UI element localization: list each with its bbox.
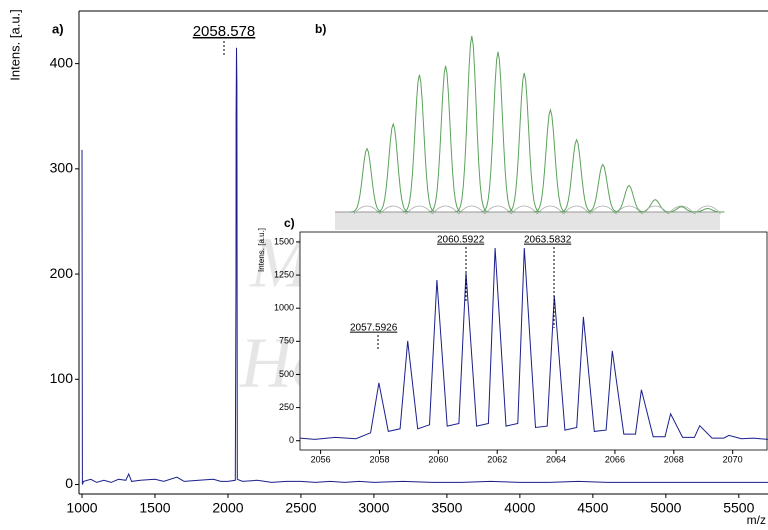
isotope-peak bbox=[533, 107, 568, 213]
spectrum-line bbox=[81, 47, 768, 485]
peak-shadow bbox=[694, 205, 721, 215]
x-tick-label: 1500 bbox=[139, 500, 170, 516]
x-tick-label: 2070 bbox=[723, 454, 743, 464]
y-tick-label: 1250 bbox=[274, 269, 294, 279]
x-tick-label: 2064 bbox=[546, 454, 566, 464]
isotope-peak bbox=[376, 122, 411, 213]
isotope-peak bbox=[481, 51, 515, 213]
y-tick-label: 300 bbox=[50, 160, 74, 176]
isotope-peak bbox=[612, 184, 646, 213]
isotope-peak bbox=[507, 72, 542, 213]
y-tick-label: 1000 bbox=[274, 303, 294, 313]
panel-label: a) bbox=[52, 21, 64, 36]
isotope-peak bbox=[585, 163, 620, 213]
panel-label: c) bbox=[284, 216, 295, 230]
isotope-peak bbox=[559, 138, 594, 213]
y-tick-label: 1500 bbox=[274, 236, 294, 246]
peak-annotation: 2058.578 bbox=[193, 23, 256, 40]
y-tick-label: 750 bbox=[279, 336, 294, 346]
peak-annotation: 2057.5926 bbox=[350, 323, 398, 334]
y-tick-label: 200 bbox=[50, 265, 74, 281]
isotope-peak bbox=[350, 147, 384, 213]
x-tick-label: 1000 bbox=[66, 500, 97, 516]
panel-background bbox=[299, 231, 768, 451]
x-tick-label: 2062 bbox=[487, 454, 507, 464]
x-tick-label: 2068 bbox=[664, 454, 684, 464]
y-tick-label: 0 bbox=[289, 435, 294, 445]
y-tick-label: 0 bbox=[65, 475, 73, 491]
y-axis-label: Intens. [a.u.] bbox=[257, 228, 266, 272]
x-tick-label: 5000 bbox=[650, 500, 681, 516]
x-tick-label: 3000 bbox=[358, 500, 389, 516]
x-tick-label: 2066 bbox=[605, 454, 625, 464]
y-tick-label: 250 bbox=[279, 402, 294, 412]
x-tick-label: 4500 bbox=[577, 500, 608, 516]
y-tick-label: 400 bbox=[50, 54, 74, 70]
isotope-peak bbox=[454, 35, 489, 213]
y-tick-label: 500 bbox=[279, 369, 294, 379]
x-tick-label: 2058 bbox=[369, 454, 389, 464]
peak-annotation: 2060.5922 bbox=[437, 235, 485, 246]
x-axis-label: m/z bbox=[747, 513, 766, 527]
spectrum-line bbox=[299, 247, 768, 440]
x-tick-label: 2056 bbox=[311, 454, 331, 464]
y-tick-label: 100 bbox=[50, 370, 74, 386]
isotope-peak bbox=[402, 74, 437, 213]
y-axis-label: Intens. [a.u.] bbox=[7, 9, 22, 81]
x-tick-label: 2000 bbox=[212, 500, 243, 516]
axis-strip bbox=[335, 212, 720, 230]
panel-background bbox=[325, 14, 720, 230]
x-tick-label: 2500 bbox=[285, 500, 316, 516]
x-tick-label: 4000 bbox=[504, 500, 535, 516]
isotope-peak bbox=[428, 65, 463, 213]
panel-label: b) bbox=[315, 22, 326, 36]
x-tick-label: 5500 bbox=[723, 500, 754, 516]
x-tick-label: 3500 bbox=[431, 500, 462, 516]
x-tick-label: 2060 bbox=[428, 454, 448, 464]
peak-annotation: 2063.5832 bbox=[524, 235, 572, 246]
